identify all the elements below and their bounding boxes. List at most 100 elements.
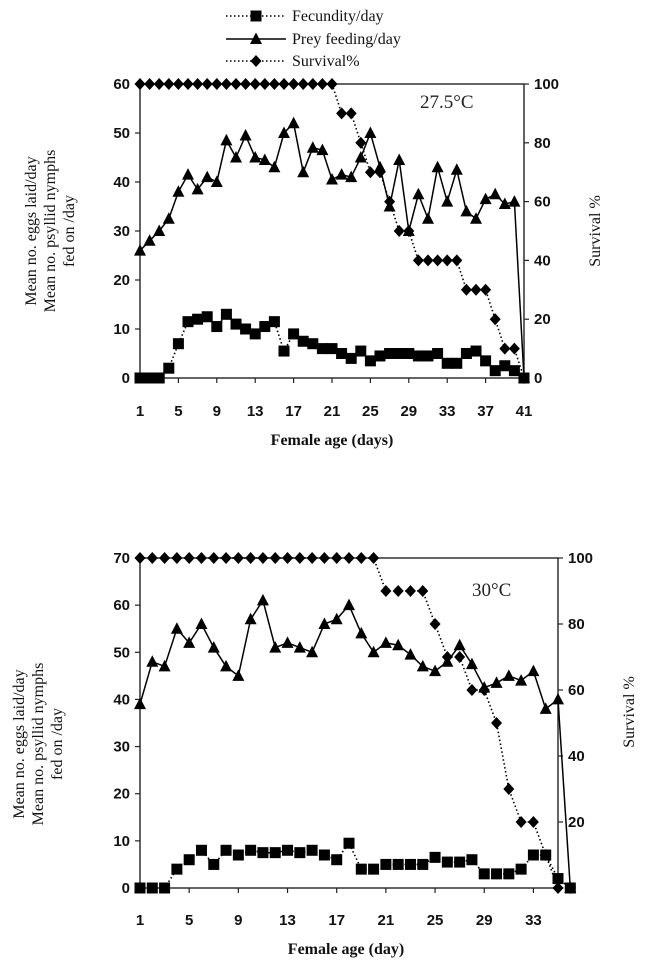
x-axis-label: Female age (day) (288, 941, 404, 958)
data-point-survival-23 (404, 585, 416, 597)
data-point-survival-12 (240, 78, 252, 90)
series-fecundity-day (134, 837, 576, 894)
data-point-fecundity-day-17 (331, 854, 343, 866)
data-point-prey-feeding-day-8 (220, 659, 233, 672)
data-point-fecundity-day-3 (159, 882, 171, 894)
data-point-prey-feeding-day-27 (453, 638, 466, 651)
data-point-survival-27 (384, 195, 396, 208)
data-point-fecundity-day-20 (368, 863, 380, 875)
data-point-fecundity-day-19 (355, 863, 367, 875)
y-axis-label: Mean no. eggs laid/day Mean no. psyllid … (23, 150, 78, 313)
data-point-fecundity-day-6 (182, 316, 194, 328)
y-tick-label: 30 (113, 739, 130, 756)
data-point-prey-feeding-day-5 (172, 185, 185, 197)
legend-label: Prey feeding/day (292, 31, 401, 48)
y-axis-label: Mean no. eggs laid/day Mean no. psyllid … (11, 663, 66, 826)
data-point-prey-feeding-day-15 (306, 645, 319, 658)
data-point-survival-28 (393, 225, 405, 237)
data-point-prey-feeding-day-40 (508, 195, 521, 207)
x-tick-label: 9 (234, 912, 242, 929)
x-tick-label: 21 (378, 912, 395, 929)
data-point-prey-feeding-day-31 (422, 212, 434, 224)
data-point-fecundity-day-9 (232, 849, 244, 861)
data-point-prey-feeding-day-3 (158, 659, 171, 672)
data-point-fecundity-day-13 (249, 328, 261, 340)
data-point-survival-20 (368, 552, 380, 564)
data-point-survival-10 (245, 552, 257, 564)
data-point-survival-33 (441, 254, 453, 267)
data-point-fecundity-day-1 (134, 372, 146, 384)
axes: 1 5 9 13 17 21 25 29 33 37 41010203040506002040608… (113, 76, 559, 420)
data-point-prey-feeding-day-21 (326, 173, 338, 185)
data-point-fecundity-day-16 (278, 345, 290, 357)
series-fecundity-day (134, 308, 530, 384)
data-point-survival-14 (259, 78, 271, 90)
data-point-survival-35 (552, 882, 564, 894)
y2-axis-label: Survival % (621, 676, 638, 748)
y-axis-label-line-1: Mean no. eggs laid/day (23, 156, 40, 305)
data-point-prey-feeding-day-11 (230, 151, 242, 163)
data-point-survival-41 (518, 372, 530, 384)
data-point-survival-36 (564, 882, 576, 894)
data-point-prey-feeding-day-18 (297, 165, 310, 178)
data-point-fecundity-day-9 (211, 321, 223, 333)
data-point-fecundity-day-15 (268, 316, 280, 328)
data-point-survival-7 (208, 552, 220, 564)
data-point-prey-feeding-day-32 (431, 160, 444, 173)
y-tick-label: 20 (113, 786, 130, 803)
data-point-fecundity-day-15 (306, 844, 318, 856)
data-point-survival-6 (195, 552, 207, 564)
data-point-survival-29 (478, 684, 490, 696)
data-point-prey-feeding-day-21 (379, 636, 392, 648)
y2-tick-label: 40 (568, 748, 585, 765)
y-axis-label-line-3: fed on /day (49, 708, 66, 780)
data-point-survival-13 (282, 552, 294, 564)
data-point-fecundity-day-1 (134, 882, 146, 894)
data-point-fecundity-day-16 (318, 849, 330, 861)
data-point-prey-feeding-day-14 (293, 641, 306, 653)
data-point-prey-feeding-day-10 (244, 612, 257, 625)
data-point-prey-feeding-day-6 (195, 617, 208, 629)
data-point-fecundity-day-22 (392, 858, 404, 870)
plot-frame (139, 83, 525, 379)
series-survival (134, 552, 576, 894)
data-point-fecundity-day-30 (491, 868, 503, 880)
y2-tick-label: 20 (534, 311, 551, 328)
data-point-fecundity-day-3 (153, 372, 165, 384)
data-point-prey-feeding-day-30 (412, 187, 425, 200)
data-point-survival-2 (146, 552, 158, 564)
data-point-prey-feeding-day-28 (393, 153, 406, 165)
data-point-survival-16 (278, 78, 290, 90)
data-point-survival-15 (268, 78, 280, 90)
data-point-survival-10 (220, 78, 232, 90)
data-point-fecundity-day-12 (240, 323, 252, 335)
data-point-prey-feeding-day-23 (345, 170, 358, 183)
data-point-fecundity-day-22 (336, 348, 348, 359)
data-point-survival-5 (172, 78, 184, 90)
data-point-survival-8 (201, 78, 213, 90)
data-point-survival-32 (515, 816, 527, 828)
x-tick-label: 41 (516, 403, 533, 420)
x-tick-label: 13 (247, 403, 264, 420)
data-point-prey-feeding-day-24 (416, 659, 429, 672)
y-tick-label: 0 (122, 880, 130, 897)
data-point-prey-feeding-day-1 (134, 244, 146, 256)
data-point-prey-feeding-day-25 (364, 126, 377, 138)
data-point-prey-feeding-day-13 (281, 636, 294, 648)
data-point-prey-feeding-day-33 (527, 664, 540, 677)
data-point-prey-feeding-day-32 (515, 674, 528, 686)
x-tick-label: 5 (174, 403, 182, 420)
data-point-survival-20 (316, 78, 328, 90)
data-point-survival-33 (527, 816, 539, 828)
data-point-survival-23 (345, 107, 357, 120)
data-point-survival-17 (288, 78, 300, 90)
data-point-prey-feeding-day-4 (162, 212, 175, 224)
data-point-fecundity-day-25 (429, 851, 441, 863)
data-point-survival-21 (326, 78, 338, 90)
data-point-survival-28 (466, 684, 478, 696)
data-point-survival-38 (489, 313, 501, 326)
data-point-prey-feeding-day-28 (465, 657, 478, 670)
data-point-survival-26 (374, 166, 386, 179)
data-point-survival-14 (294, 552, 306, 564)
data-point-prey-feeding-day-16 (278, 126, 290, 138)
